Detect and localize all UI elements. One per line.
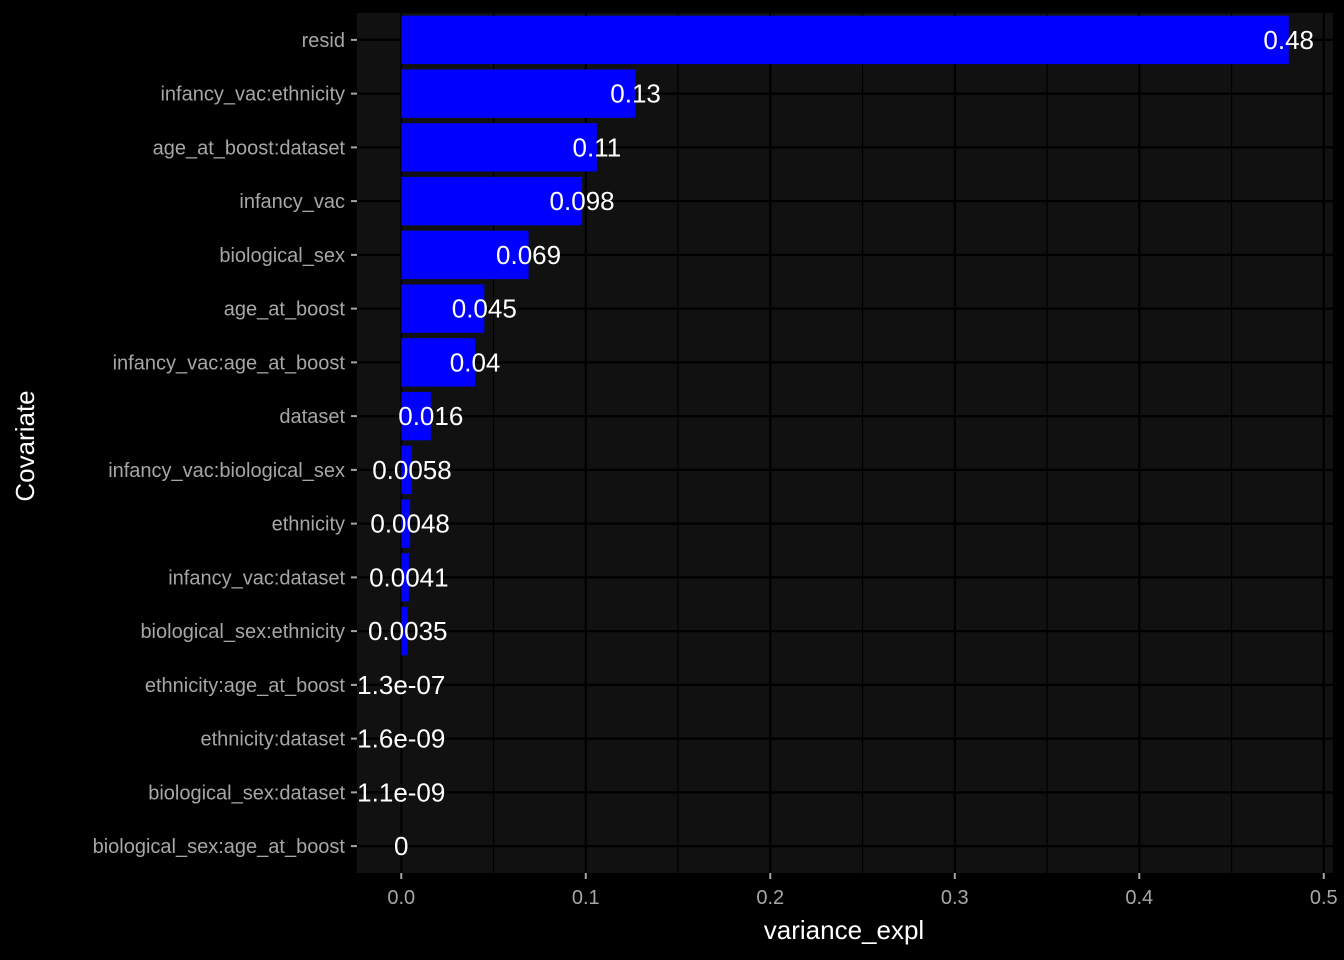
- data-label: 0.0041: [369, 562, 449, 592]
- data-label: 0.0048: [370, 509, 450, 539]
- bar-infancy_vac: [401, 176, 583, 226]
- data-label: 0.04: [450, 347, 501, 377]
- y-tick-label: age_at_boost: [224, 299, 346, 321]
- y-tick-label: biological_sex:ethnicity: [140, 621, 345, 643]
- y-tick-label: age_at_boost:dataset: [153, 137, 346, 159]
- data-label: 1.3e-07: [357, 670, 445, 700]
- bar-resid: [401, 15, 1289, 65]
- bar-infancy_vac:biological_sex: [401, 445, 412, 495]
- data-label: 0.045: [452, 294, 517, 324]
- y-tick-label: ethnicity: [272, 514, 345, 536]
- data-label: 0.069: [496, 240, 561, 270]
- x-tick-label: 0.2: [756, 887, 784, 909]
- x-tick-label: 0.3: [941, 887, 969, 909]
- data-label: 0: [394, 831, 408, 861]
- bar-age_at_boost:dataset: [401, 123, 597, 172]
- data-label: 1.1e-09: [357, 777, 445, 807]
- y-tick-label: infancy_vac:age_at_boost: [113, 352, 346, 374]
- data-label: 0.016: [398, 401, 463, 431]
- x-axis: 0.0 0.1 0.2 0.3 0.4 0.5: [387, 873, 1338, 909]
- data-label: 0.098: [550, 186, 615, 216]
- y-axis-title: Covariate: [10, 390, 40, 501]
- x-tick-label: 0.5: [1310, 887, 1338, 909]
- y-tick-label: dataset: [279, 406, 345, 428]
- data-label: 0.11: [573, 132, 622, 162]
- y-tick-label: ethnicity:age_at_boost: [145, 675, 346, 697]
- bar-biological_sex: [401, 230, 529, 280]
- bar-infancy_vac:dataset: [401, 553, 409, 602]
- x-axis-title: variance_expl: [764, 915, 924, 945]
- bar-age_at_boost: [401, 284, 485, 333]
- y-tick-label: biological_sex: [219, 245, 345, 267]
- bar-infancy_vac:ethnicity: [401, 69, 636, 118]
- data-label: 0.13: [610, 79, 661, 109]
- y-tick-label: resid: [302, 30, 345, 52]
- bar-infancy_vac:age_at_boost: [401, 338, 476, 387]
- y-tick-label: ethnicity:dataset: [200, 729, 345, 751]
- y-tick-label: infancy_vac: [239, 191, 345, 213]
- bars: [401, 15, 1289, 710]
- data-label: 0.0058: [372, 455, 452, 485]
- x-tick-label: 0.4: [1125, 887, 1153, 909]
- data-labels: 0.48 0.13 0.11 0.098 0.069 0.045 0.04 0.016 0.00…: [357, 25, 1314, 861]
- y-tick-label: biological_sex:age_at_boost: [93, 836, 346, 858]
- bar-ethnicity: [401, 499, 411, 548]
- data-label: 0.48: [1263, 25, 1314, 55]
- y-tick-label: infancy_vac:dataset: [168, 567, 345, 589]
- data-label: 0.0035: [368, 616, 448, 646]
- x-tick-label: 0.0: [387, 887, 415, 909]
- y-tick-label: infancy_vac:ethnicity: [160, 84, 345, 106]
- x-tick-label: 0.1: [572, 887, 600, 909]
- y-tick-label: biological_sex:dataset: [148, 782, 345, 804]
- bar-dataset: [401, 391, 431, 441]
- y-axis: resid infancy_vac:ethnicity age_at_boost:d…: [93, 30, 357, 858]
- data-label: 1.6e-09: [357, 724, 445, 754]
- y-tick-label: infancy_vac:biological_sex: [108, 460, 345, 482]
- bar-biological_sex:ethnicity: [401, 606, 408, 656]
